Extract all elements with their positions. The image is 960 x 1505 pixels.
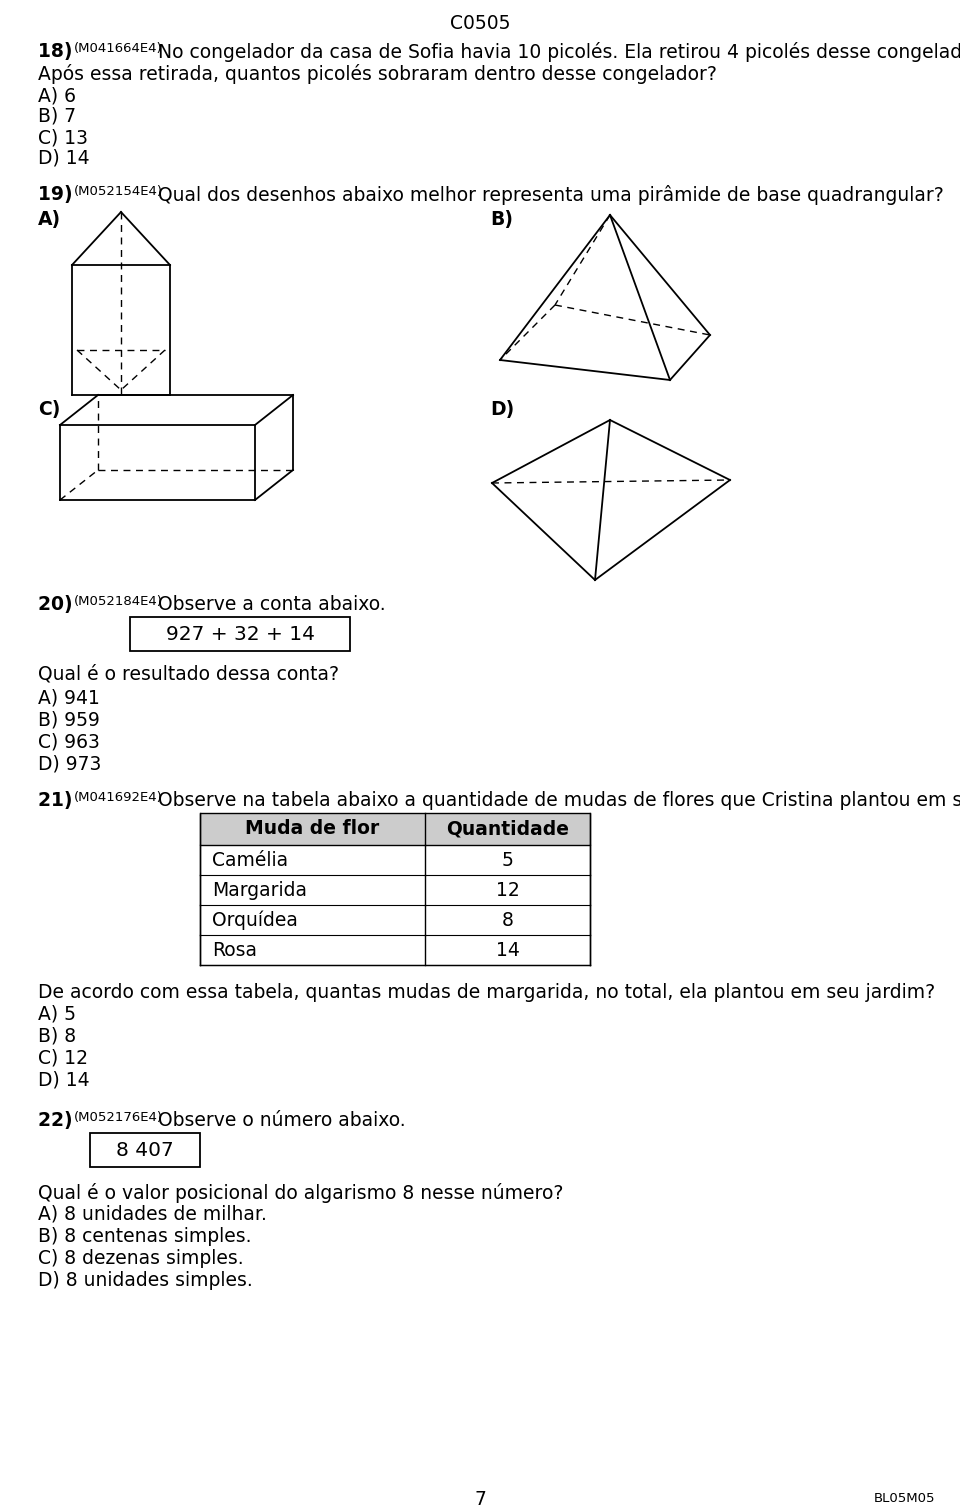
Text: B) 8 centenas simples.: B) 8 centenas simples. bbox=[38, 1227, 252, 1246]
Text: BL05M05: BL05M05 bbox=[874, 1491, 935, 1505]
Text: Camélia: Camélia bbox=[212, 850, 288, 870]
Text: (M041692E4): (M041692E4) bbox=[74, 792, 163, 804]
Text: D) 973: D) 973 bbox=[38, 754, 102, 774]
Text: Qual é o valor posicional do algarismo 8 nesse número?: Qual é o valor posicional do algarismo 8… bbox=[38, 1183, 564, 1202]
Text: 21): 21) bbox=[38, 792, 79, 810]
Text: Orquídea: Orquídea bbox=[212, 911, 298, 930]
Text: D) 8 unidades simples.: D) 8 unidades simples. bbox=[38, 1272, 252, 1290]
Text: (M052176E4): (M052176E4) bbox=[74, 1111, 163, 1124]
Text: Observe a conta abaixo.: Observe a conta abaixo. bbox=[152, 594, 386, 614]
Bar bbox=[200, 813, 590, 844]
Text: 7: 7 bbox=[474, 1490, 486, 1505]
Text: 20): 20) bbox=[38, 594, 79, 614]
Text: B) 959: B) 959 bbox=[38, 710, 100, 728]
Text: C) 963: C) 963 bbox=[38, 731, 100, 751]
Text: A) 8 unidades de milhar.: A) 8 unidades de milhar. bbox=[38, 1206, 267, 1224]
Text: D) 14: D) 14 bbox=[38, 149, 89, 169]
Text: Após essa retirada, quantos picolés sobraram dentro desse congelador?: Após essa retirada, quantos picolés sobr… bbox=[38, 65, 717, 84]
Text: Rosa: Rosa bbox=[212, 941, 257, 960]
Text: 5: 5 bbox=[501, 850, 514, 870]
Text: D) 14: D) 14 bbox=[38, 1072, 89, 1090]
Text: Observe na tabela abaixo a quantidade de mudas de flores que Cristina plantou em: Observe na tabela abaixo a quantidade de… bbox=[152, 792, 960, 810]
Text: Quantidade: Quantidade bbox=[446, 820, 569, 838]
Text: (M052184E4): (M052184E4) bbox=[74, 594, 163, 608]
Text: 22): 22) bbox=[38, 1111, 79, 1130]
Text: 8: 8 bbox=[501, 911, 514, 930]
Text: De acordo com essa tabela, quantas mudas de margarida, no total, ela plantou em : De acordo com essa tabela, quantas mudas… bbox=[38, 983, 935, 1002]
Text: B) 7: B) 7 bbox=[38, 107, 76, 126]
Text: B): B) bbox=[490, 211, 513, 229]
Text: C) 8 dezenas simples.: C) 8 dezenas simples. bbox=[38, 1249, 244, 1269]
Text: C) 12: C) 12 bbox=[38, 1049, 88, 1069]
Bar bbox=[90, 1133, 200, 1166]
Text: 927 + 32 + 14: 927 + 32 + 14 bbox=[165, 625, 315, 644]
Text: D): D) bbox=[490, 400, 515, 418]
Text: A) 6: A) 6 bbox=[38, 86, 76, 105]
Text: C0505: C0505 bbox=[449, 14, 511, 33]
Text: Margarida: Margarida bbox=[212, 880, 307, 900]
Text: B) 8: B) 8 bbox=[38, 1026, 76, 1046]
Text: Observe o número abaixo.: Observe o número abaixo. bbox=[152, 1111, 406, 1130]
Text: Qual dos desenhos abaixo melhor representa uma pirâmide de base quadrangular?: Qual dos desenhos abaixo melhor represen… bbox=[152, 185, 944, 205]
Text: Muda de flor: Muda de flor bbox=[246, 820, 379, 838]
Text: 8 407: 8 407 bbox=[116, 1141, 174, 1159]
Text: 18): 18) bbox=[38, 42, 79, 62]
Text: C): C) bbox=[38, 400, 60, 418]
Text: 12: 12 bbox=[495, 880, 519, 900]
Text: A): A) bbox=[38, 211, 61, 229]
Text: 14: 14 bbox=[495, 941, 519, 960]
Text: (M041664E4): (M041664E4) bbox=[74, 42, 162, 56]
Text: Qual é o resultado dessa conta?: Qual é o resultado dessa conta? bbox=[38, 665, 339, 683]
Text: No congelador da casa de Sofia havia 10 picolés. Ela retirou 4 picolés desse con: No congelador da casa de Sofia havia 10 … bbox=[152, 42, 960, 62]
Text: A) 5: A) 5 bbox=[38, 1005, 76, 1023]
Text: C) 13: C) 13 bbox=[38, 128, 88, 147]
Text: (M052154E4): (M052154E4) bbox=[74, 185, 163, 199]
Text: A) 941: A) 941 bbox=[38, 688, 100, 707]
Bar bbox=[130, 617, 350, 652]
Text: 19): 19) bbox=[38, 185, 79, 205]
